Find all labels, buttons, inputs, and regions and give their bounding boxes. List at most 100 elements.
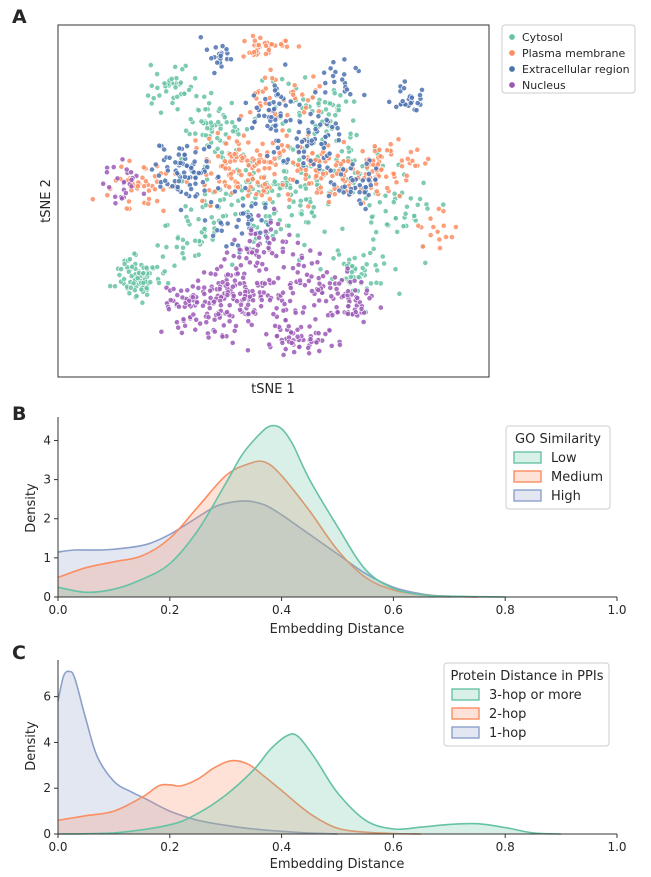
scatter-point — [114, 175, 121, 182]
scatter-point — [298, 211, 305, 218]
scatter-point — [267, 66, 274, 73]
scatter-point — [123, 205, 130, 212]
scatter-point — [210, 232, 216, 239]
scatter-point — [119, 195, 125, 202]
go-ticks: 0.0 0.2 0.4 0.6 0.8 1.0 0 1 2 3 4 — [43, 433, 626, 617]
scatter-point — [245, 213, 252, 220]
scatter-point — [313, 189, 320, 196]
scatter-point — [310, 204, 317, 211]
scatter-point — [336, 187, 343, 194]
scatter-point — [169, 183, 176, 190]
scatter-point — [215, 311, 222, 318]
scatter-point — [308, 260, 315, 267]
scatter-point — [269, 250, 276, 257]
scatter-point — [172, 159, 179, 166]
scatter-point — [128, 183, 135, 190]
panel-letter-c: C — [12, 642, 26, 664]
scatter-point — [173, 244, 180, 250]
scatter-point — [211, 298, 218, 305]
go-legend-title: GO Similarity — [515, 432, 601, 447]
scatter-point — [224, 281, 231, 288]
scatter-point — [130, 280, 137, 287]
scatter-point — [233, 323, 239, 329]
scatter-point — [377, 304, 384, 311]
scatter-point — [268, 114, 275, 121]
scatter-point — [285, 191, 291, 198]
scatter-point — [399, 163, 405, 170]
scatter-point — [287, 184, 294, 191]
scatter-point — [187, 116, 194, 123]
scatter-point — [255, 212, 262, 219]
scatter-point — [392, 215, 399, 222]
scatter-point — [256, 234, 263, 241]
scatter-point — [275, 221, 281, 227]
scatter-point — [240, 53, 247, 60]
scatter-point — [181, 151, 188, 158]
scatter-point — [357, 200, 364, 207]
scatter-point — [147, 62, 154, 68]
scatter-point — [238, 301, 244, 308]
scatter-point — [373, 229, 380, 235]
scatter-point — [149, 264, 156, 271]
scatter-point — [233, 223, 240, 230]
scatter-point — [316, 250, 323, 257]
scatter-point — [176, 303, 182, 310]
scatter-point — [284, 112, 291, 118]
scatter-point — [448, 234, 455, 240]
scatter-point — [345, 310, 351, 317]
scatter-point — [163, 88, 170, 95]
scatter-point — [244, 177, 251, 184]
scatter-point — [279, 339, 286, 346]
scatter-point — [128, 273, 135, 279]
scatter-point — [262, 51, 269, 57]
scatter-point — [302, 167, 309, 173]
scatter-point — [372, 262, 379, 269]
scatter-point — [223, 243, 230, 250]
scatter-point — [301, 109, 307, 116]
scatter-point — [159, 253, 166, 260]
scatter-point — [163, 244, 170, 250]
scatter-point — [183, 190, 190, 197]
scatter-point — [422, 160, 429, 167]
scatter-point — [215, 173, 222, 180]
scatter-point — [270, 311, 277, 317]
scatter-point — [295, 149, 302, 155]
scatter-point — [422, 259, 429, 266]
scatter-point — [231, 188, 238, 195]
scatter-point — [262, 74, 268, 81]
scatter-point — [219, 43, 226, 49]
scatter-point — [327, 65, 334, 72]
scatter-point — [236, 246, 243, 253]
scatter-point — [148, 82, 155, 89]
scatter-point — [154, 198, 161, 204]
scatter-point — [420, 179, 427, 186]
scatter-point — [347, 188, 354, 195]
scatter-point — [174, 106, 181, 113]
scatter-point — [226, 302, 233, 309]
scatter-point — [355, 274, 362, 280]
scatter-point — [336, 131, 342, 138]
scatter-point — [368, 219, 375, 226]
scatter-point — [279, 127, 286, 134]
scatter-point — [327, 167, 334, 174]
scatter-point — [247, 109, 254, 116]
scatter-point — [349, 161, 356, 168]
scatter-point — [305, 277, 312, 284]
scatter-point — [295, 43, 302, 50]
legend-label-high: High — [551, 489, 581, 504]
scatter-point — [395, 136, 402, 143]
scatter-point — [231, 277, 238, 284]
scatter-point — [249, 288, 256, 294]
scatter-point — [265, 47, 272, 53]
scatter-point — [294, 167, 301, 174]
scatter-point — [140, 279, 147, 286]
scatter-point — [300, 154, 307, 161]
scatter-point — [174, 184, 181, 190]
scatter-point — [352, 309, 359, 315]
scatter-point — [202, 233, 209, 240]
scatter-point — [156, 142, 163, 149]
go-similarity-legend: GO Similarity Low Medium High — [505, 425, 611, 510]
scatter-point — [296, 112, 303, 119]
scatter-point — [144, 291, 150, 298]
tsne-legend-marker-cytosol — [508, 33, 516, 41]
